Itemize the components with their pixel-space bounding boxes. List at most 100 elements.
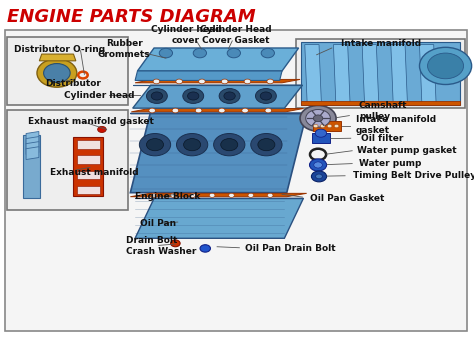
Circle shape xyxy=(200,245,210,252)
Polygon shape xyxy=(135,71,282,80)
Circle shape xyxy=(209,193,215,197)
Polygon shape xyxy=(26,137,39,149)
Bar xyxy=(5,30,467,331)
Bar xyxy=(7,110,128,210)
Circle shape xyxy=(316,174,322,179)
Circle shape xyxy=(139,134,171,156)
Circle shape xyxy=(159,48,173,58)
Polygon shape xyxy=(133,85,302,108)
Polygon shape xyxy=(130,193,307,197)
Text: ENGINE PARTS DIAGRAM: ENGINE PARTS DIAGRAM xyxy=(7,8,256,26)
Bar xyxy=(77,140,100,149)
Polygon shape xyxy=(391,45,407,103)
Circle shape xyxy=(98,126,106,132)
Text: Exhaust manifold: Exhaust manifold xyxy=(50,168,138,177)
Circle shape xyxy=(149,108,155,113)
Polygon shape xyxy=(39,54,76,61)
Circle shape xyxy=(193,48,207,58)
Polygon shape xyxy=(419,45,436,103)
Text: Intake manifold
gasket: Intake manifold gasket xyxy=(356,115,436,135)
Circle shape xyxy=(190,193,196,197)
Circle shape xyxy=(327,124,332,128)
Circle shape xyxy=(244,79,251,84)
Polygon shape xyxy=(301,42,460,105)
Circle shape xyxy=(171,240,180,247)
Circle shape xyxy=(300,105,336,131)
Circle shape xyxy=(311,171,327,182)
Circle shape xyxy=(242,108,248,113)
Circle shape xyxy=(260,92,272,100)
Circle shape xyxy=(320,124,325,128)
Polygon shape xyxy=(23,135,40,198)
Text: Timing Belt Drive Pulley: Timing Belt Drive Pulley xyxy=(353,171,474,180)
Circle shape xyxy=(183,139,201,151)
Circle shape xyxy=(255,89,276,103)
Circle shape xyxy=(224,92,235,100)
Circle shape xyxy=(214,134,245,156)
Polygon shape xyxy=(333,45,350,103)
Circle shape xyxy=(228,193,234,197)
Polygon shape xyxy=(362,45,379,103)
Circle shape xyxy=(310,159,327,171)
Bar xyxy=(296,39,465,108)
Polygon shape xyxy=(135,79,300,83)
Text: Oil filter: Oil filter xyxy=(361,134,403,143)
Bar xyxy=(77,186,100,194)
Circle shape xyxy=(428,53,464,79)
Text: Oil Pan Drain Bolt: Oil Pan Drain Bolt xyxy=(245,244,335,253)
Circle shape xyxy=(151,193,157,197)
Text: Camshaft
pulley: Camshaft pulley xyxy=(359,101,407,121)
Circle shape xyxy=(153,79,160,84)
Polygon shape xyxy=(73,137,103,196)
Polygon shape xyxy=(26,131,39,144)
Circle shape xyxy=(37,59,77,87)
Circle shape xyxy=(314,162,322,168)
Circle shape xyxy=(313,115,323,122)
Circle shape xyxy=(171,193,176,197)
Circle shape xyxy=(151,92,163,100)
Circle shape xyxy=(258,139,275,151)
Text: Oil Pan Gasket: Oil Pan Gasket xyxy=(310,194,385,203)
Circle shape xyxy=(419,47,472,84)
Polygon shape xyxy=(135,198,303,238)
Circle shape xyxy=(334,124,339,128)
Text: Exhaust manifold gasket: Exhaust manifold gasket xyxy=(28,117,155,126)
Bar xyxy=(312,133,330,143)
Circle shape xyxy=(227,48,240,58)
Circle shape xyxy=(248,193,254,197)
Text: Distributor: Distributor xyxy=(45,79,101,88)
Text: Rubber
Grommets: Rubber Grommets xyxy=(98,39,151,59)
Circle shape xyxy=(199,79,205,84)
Circle shape xyxy=(313,124,318,128)
Circle shape xyxy=(44,64,70,82)
Circle shape xyxy=(221,79,228,84)
Circle shape xyxy=(251,134,282,156)
Circle shape xyxy=(267,193,273,197)
Circle shape xyxy=(183,89,204,103)
Polygon shape xyxy=(137,48,299,71)
Polygon shape xyxy=(130,113,307,193)
Bar xyxy=(77,155,100,164)
Text: Cylinder head
cover: Cylinder head cover xyxy=(151,25,221,45)
Circle shape xyxy=(265,108,272,113)
Circle shape xyxy=(176,134,208,156)
Circle shape xyxy=(219,108,225,113)
Text: Distributor O-ring: Distributor O-ring xyxy=(14,45,105,53)
Circle shape xyxy=(221,139,238,151)
Text: Oil Pan: Oil Pan xyxy=(140,219,176,228)
Text: Water pump: Water pump xyxy=(359,159,422,168)
Text: Water pump gasket: Water pump gasket xyxy=(357,146,457,155)
Polygon shape xyxy=(131,108,303,112)
Circle shape xyxy=(188,92,199,100)
Circle shape xyxy=(146,139,164,151)
Polygon shape xyxy=(26,142,39,154)
Bar xyxy=(77,171,100,179)
Circle shape xyxy=(267,79,273,84)
Circle shape xyxy=(146,89,167,103)
Polygon shape xyxy=(26,147,39,160)
Polygon shape xyxy=(305,45,321,103)
Circle shape xyxy=(195,108,202,113)
Circle shape xyxy=(261,48,274,58)
Text: Cylinder head: Cylinder head xyxy=(64,91,135,100)
Text: Drain Bolt
Crash Washer: Drain Bolt Crash Washer xyxy=(126,236,196,256)
